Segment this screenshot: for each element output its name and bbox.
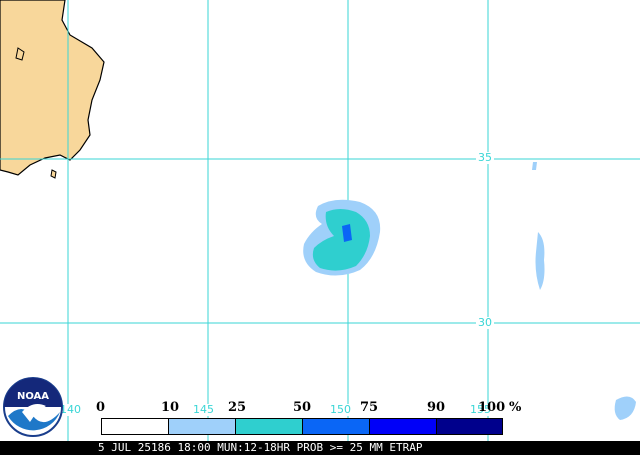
legend-value-10: 10 xyxy=(161,400,180,415)
island-izu xyxy=(50,169,57,179)
longitude-label-155: 155 xyxy=(468,403,493,416)
legend-swatch-0 xyxy=(101,418,169,435)
latitude-label-30: 30 xyxy=(476,316,494,329)
prob-25-region xyxy=(312,209,370,271)
small-shower-ne xyxy=(532,162,537,170)
legend-swatch-25 xyxy=(235,418,303,435)
noaa-logo-text: NOAA xyxy=(17,391,49,402)
map-caption: 5 JUL 25186 18:00 MUN:12-18HR PROB >= 25… xyxy=(0,441,640,455)
coastal-detail xyxy=(15,47,25,61)
noaa-logo: NOAA xyxy=(3,377,63,437)
legend-value-90: 90 xyxy=(427,400,446,415)
legend-swatch-90 xyxy=(436,418,503,435)
legend-value-50: 50 xyxy=(293,400,312,415)
legend-swatch-50 xyxy=(302,418,370,435)
legend-unit: % xyxy=(509,400,522,415)
legend-value-25: 25 xyxy=(228,400,247,415)
legend-value-0: 0 xyxy=(96,400,106,415)
longitude-label-140: 140 xyxy=(58,403,83,416)
legend-swatch-75 xyxy=(369,418,437,435)
japan-landmass xyxy=(0,0,105,176)
prob-50-region xyxy=(342,224,352,242)
latitude-label-35: 35 xyxy=(476,151,494,164)
legend-value-75: 75 xyxy=(360,400,379,415)
legend-value-100: 100 xyxy=(478,400,506,415)
longitude-label-145: 145 xyxy=(191,403,216,416)
probability-blobs xyxy=(303,162,636,420)
small-shower-east xyxy=(535,232,545,290)
longitude-label-150: 150 xyxy=(328,403,353,416)
legend-swatch-10 xyxy=(168,418,236,435)
small-shower-se xyxy=(614,396,636,420)
